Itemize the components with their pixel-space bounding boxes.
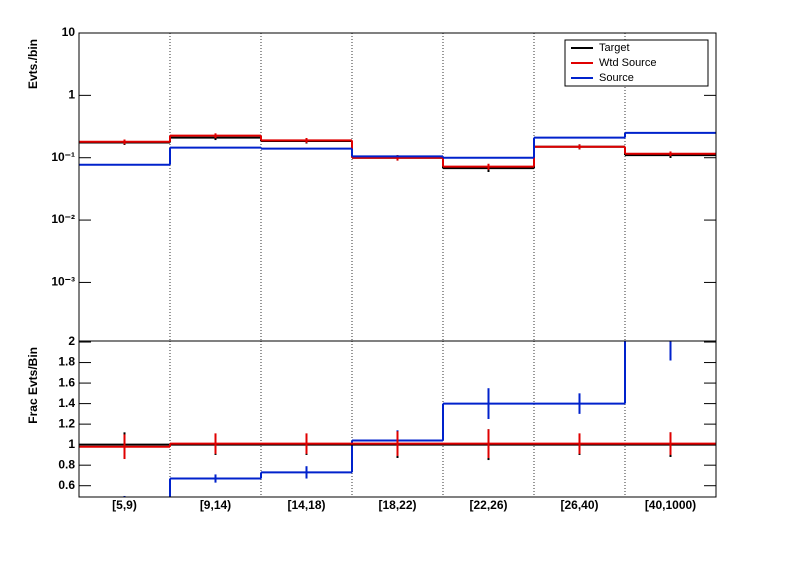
y-tick-label: 0.6	[58, 478, 75, 492]
x-tick-label: [40,1000)	[645, 498, 696, 512]
y-tick-label: 10⁻³	[51, 275, 75, 289]
plot-area	[79, 341, 716, 497]
y-tick-label: 10⁻¹	[51, 150, 75, 164]
x-tick-label: [18,22)	[378, 498, 416, 512]
x-tick-label: [22,26)	[469, 498, 507, 512]
y-tick-label: 0.8	[58, 457, 75, 471]
y-tick-label: 10	[62, 25, 76, 39]
y-tick-label: 1.4	[58, 396, 75, 410]
y-tick-label: 2	[68, 334, 75, 348]
y-tick-label: 1	[68, 88, 75, 102]
x-tick-label: [9,14)	[200, 498, 231, 512]
y-axis-title: Frac Evts/Bin	[26, 347, 40, 424]
legend-label: Source	[599, 72, 634, 84]
x-tick-label: [26,40)	[560, 498, 598, 512]
y-axis-title: Evts./bin	[26, 39, 40, 89]
y-tick-label: 10⁻²	[51, 212, 75, 226]
x-tick-label: [14,18)	[287, 498, 325, 512]
y-tick-label: 1.8	[58, 355, 75, 369]
plot-area	[79, 131, 716, 173]
y-tick-label: 1.2	[58, 416, 75, 430]
x-tick-label: [5,9)	[112, 498, 137, 512]
frame	[78, 340, 717, 498]
legend-label: Wtd Source	[599, 57, 656, 69]
y-tick-label: 1.6	[58, 375, 75, 389]
legend-label: Target	[599, 42, 630, 54]
y-tick-label: 1	[68, 437, 75, 451]
